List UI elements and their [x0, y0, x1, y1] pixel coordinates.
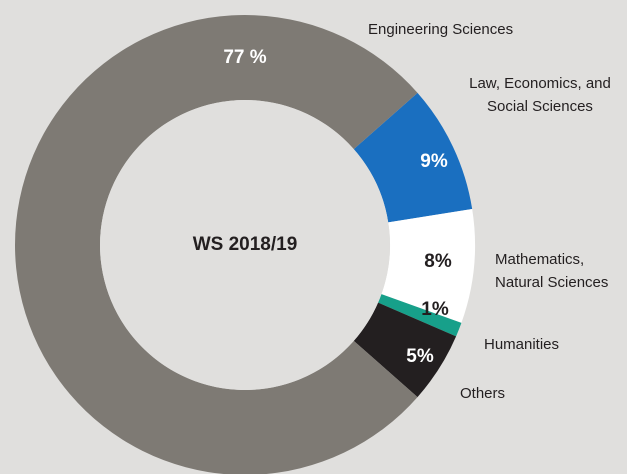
donut-hole: [100, 100, 390, 390]
category-label: Engineering Sciences: [368, 21, 514, 38]
donut-segment: [15, 15, 418, 474]
value-label: 5%: [406, 346, 434, 367]
category-label: Humanities: [484, 336, 560, 353]
value-label: 8%: [424, 251, 452, 272]
value-label: 9%: [420, 151, 448, 172]
donut-segment: [353, 92, 473, 223]
donut-segment: [353, 302, 457, 398]
donut-segment: [381, 209, 475, 323]
chart-title: WS 2018/19: [192, 234, 298, 255]
value-label: 77 %: [223, 47, 267, 68]
value-label: 1%: [421, 299, 449, 320]
donut-segment: [378, 294, 462, 337]
category-label: Law, Economics, and Social Sciences: [469, 75, 611, 115]
category-label: Others: [460, 385, 506, 402]
category-label: Mathematics, Natural Sciences: [495, 251, 609, 291]
